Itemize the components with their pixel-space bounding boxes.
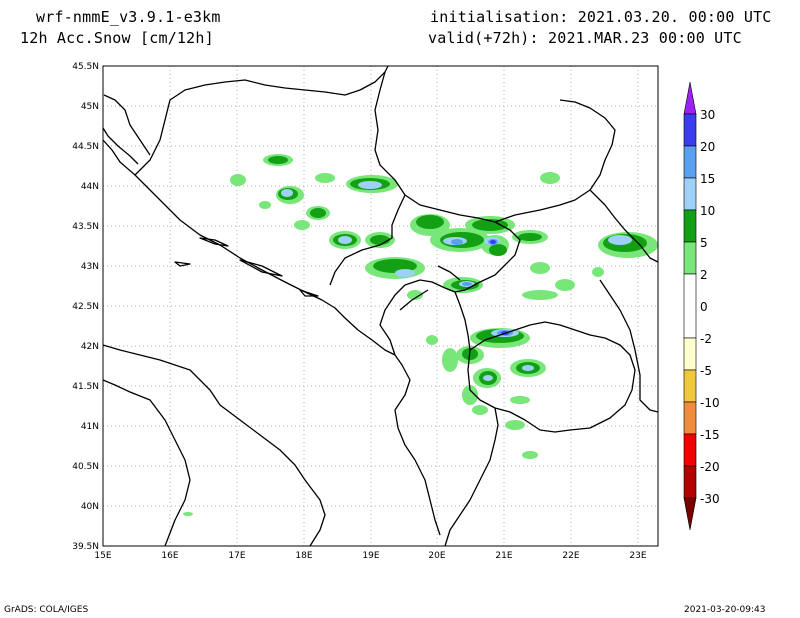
- valid-time: valid(+72h): 2021.MAR.23 00:00 UTC: [428, 29, 742, 47]
- lon-tick: 20E: [428, 551, 445, 561]
- lon-axis: 15E 16E 17E 18E 19E 20E 21E 22E 23E: [94, 551, 646, 561]
- lon-tick: 22E: [562, 551, 579, 561]
- lat-tick: 44N: [81, 182, 99, 192]
- colorbar-box: [683, 337, 697, 371]
- lon-tick: 18E: [295, 551, 312, 561]
- init-time: initialisation: 2021.03.20. 00:00 UTC: [430, 8, 772, 26]
- colorbar-box: [683, 241, 697, 275]
- lon-tick: 23E: [629, 551, 646, 561]
- lon-tick: 19E: [362, 551, 379, 561]
- colorbar-box: [683, 177, 697, 211]
- colorbar-label: -20: [700, 460, 720, 474]
- lon-tick: 16E: [161, 551, 178, 561]
- colorbar-label: 10: [700, 204, 715, 218]
- lon-tick: 21E: [495, 551, 512, 561]
- colorbar-label: 20: [700, 140, 715, 154]
- lat-tick: 39.5N: [72, 542, 99, 552]
- colorbar-bottom-triangle: [683, 497, 697, 531]
- colorbar-box: [683, 145, 697, 179]
- snow-field: [183, 154, 658, 516]
- lat-tick: 40.5N: [72, 462, 99, 472]
- colorbar-label: 0: [700, 300, 708, 314]
- colorbar-label: -5: [700, 364, 712, 378]
- colorbar-label: 2: [700, 268, 708, 282]
- colorbar-box: [683, 401, 697, 435]
- lat-tick: 42N: [81, 342, 99, 352]
- colorbar-box: [683, 209, 697, 243]
- colorbar-label: -10: [700, 396, 720, 410]
- plot-frame: [102, 65, 659, 547]
- lat-tick: 44.5N: [72, 142, 99, 152]
- model-title: wrf-nmmE_v3.9.1-e3km: [36, 8, 221, 26]
- field-title: 12h Acc.Snow [cm/12h]: [20, 29, 214, 47]
- colorbar-label: 15: [700, 172, 715, 186]
- colorbar-label: 5: [700, 236, 708, 250]
- colorbar-box: [683, 433, 697, 467]
- lat-tick: 45N: [81, 102, 99, 112]
- colorbar-top-triangle: [683, 81, 697, 115]
- footer-timestamp: 2021-03-20-09:43: [684, 605, 766, 615]
- colorbar: [683, 81, 697, 531]
- lat-tick: 45.5N: [72, 62, 99, 72]
- lat-tick: 41N: [81, 422, 99, 432]
- lat-tick: 41.5N: [72, 382, 99, 392]
- colorbar-label: -2: [700, 332, 712, 346]
- lat-axis: 45.5N 45N 44.5N 44N 43.5N 43N 42.5N 42N …: [72, 62, 99, 552]
- colorbar-box: [683, 465, 697, 499]
- coastlines-borders: [102, 65, 659, 547]
- grid-lines: [103, 66, 658, 546]
- colorbar-label: -15: [700, 428, 720, 442]
- colorbar-label: -30: [700, 492, 720, 506]
- lat-tick: 43N: [81, 262, 99, 272]
- colorbar-label: 30: [700, 108, 715, 122]
- colorbar-labels: 30 20 15 10 5 2 0 -2 -5 -10 -15 -20 -30: [700, 108, 720, 506]
- lat-tick: 40N: [81, 502, 99, 512]
- colorbar-box: [683, 273, 697, 339]
- lat-tick: 43.5N: [72, 222, 99, 232]
- lon-tick: 17E: [228, 551, 245, 561]
- lat-tick: 42.5N: [72, 302, 99, 312]
- lon-tick: 15E: [94, 551, 111, 561]
- snow-2-5cm: [183, 154, 658, 516]
- colorbar-box: [683, 369, 697, 403]
- footer-credit: GrADS: COLA/IGES: [4, 605, 89, 615]
- colorbar-box: [683, 113, 697, 147]
